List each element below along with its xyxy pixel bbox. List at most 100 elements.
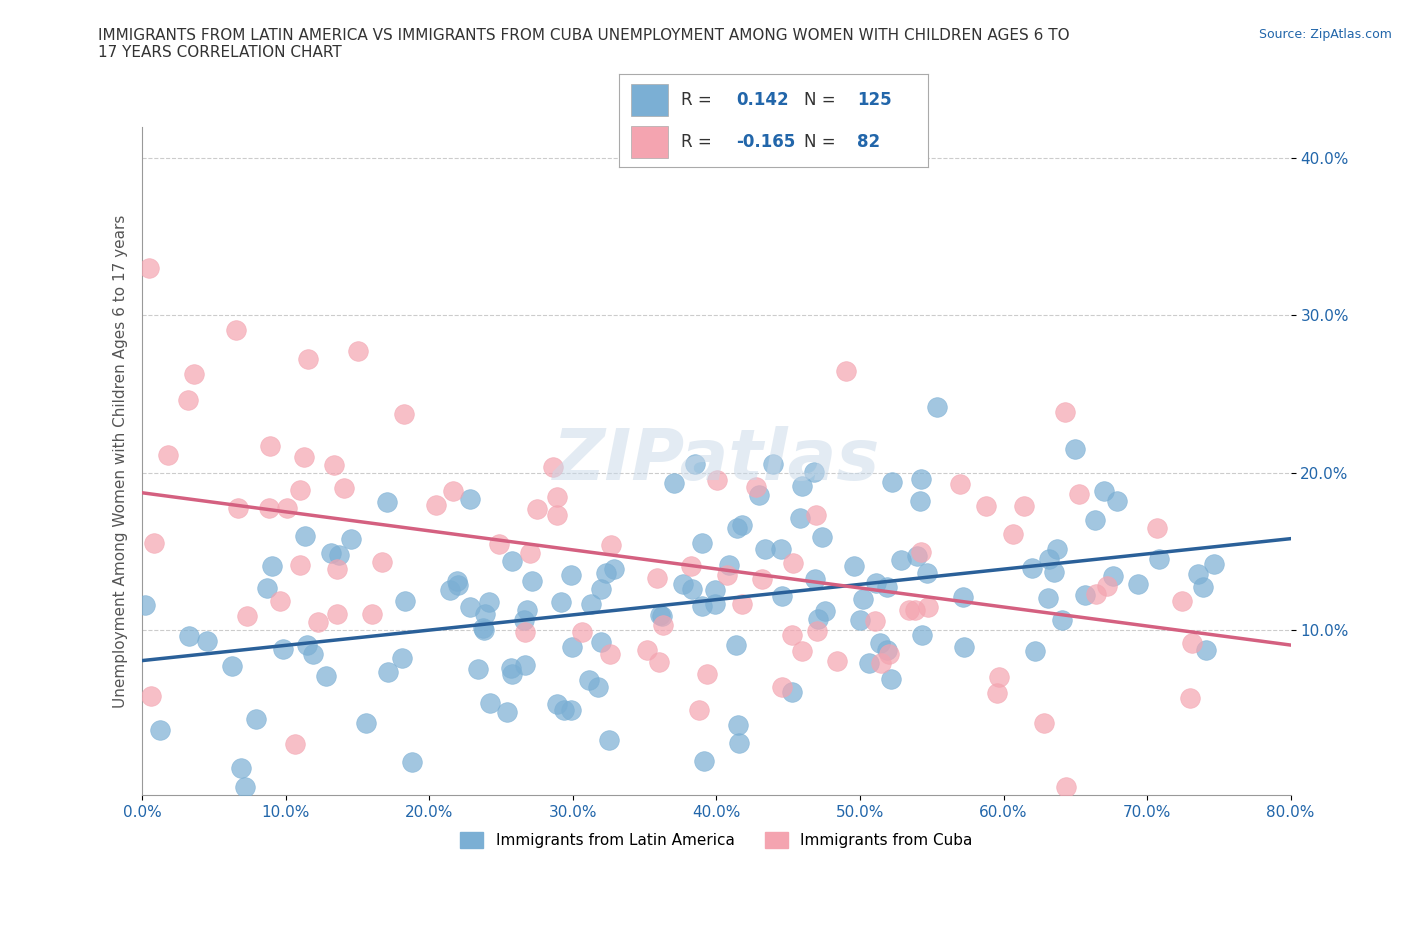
- Point: [149, 723, 172, 737]
- Text: ZIPatlas: ZIPatlas: [553, 427, 880, 496]
- Point: [1095, 578, 1118, 593]
- Point: [515, 658, 537, 673]
- Point: [361, 607, 384, 622]
- Point: [806, 624, 828, 639]
- Point: [1187, 566, 1209, 581]
- Point: [478, 594, 501, 609]
- Point: [375, 494, 398, 509]
- Point: [600, 538, 623, 552]
- Point: [561, 640, 583, 655]
- Point: [754, 542, 776, 557]
- Bar: [631, 84, 668, 116]
- Y-axis label: Unemployment Among Women with Children Ages 6 to 17 years: Unemployment Among Women with Children A…: [114, 214, 128, 708]
- Text: R =: R =: [681, 133, 717, 152]
- Point: [520, 574, 543, 589]
- Point: [789, 511, 811, 525]
- Point: [869, 636, 891, 651]
- Point: [863, 613, 886, 628]
- Point: [256, 580, 278, 595]
- Point: [550, 594, 572, 609]
- Point: [770, 680, 793, 695]
- Point: [1084, 512, 1107, 527]
- Point: [295, 638, 318, 653]
- Text: R =: R =: [681, 90, 717, 109]
- Point: [690, 536, 713, 551]
- Point: [1046, 541, 1069, 556]
- Point: [1038, 551, 1060, 566]
- Point: [546, 697, 568, 711]
- Point: [810, 530, 832, 545]
- Point: [603, 561, 626, 576]
- Point: [1033, 715, 1056, 730]
- Point: [648, 655, 671, 670]
- Point: [543, 459, 565, 474]
- Point: [143, 536, 166, 551]
- Point: [762, 457, 785, 472]
- Point: [259, 500, 281, 515]
- Point: [651, 608, 673, 623]
- Point: [806, 612, 828, 627]
- Point: [231, 761, 253, 776]
- Point: [814, 604, 837, 618]
- Point: [496, 705, 519, 720]
- Point: [235, 609, 257, 624]
- Point: [501, 667, 523, 682]
- Point: [488, 537, 510, 551]
- Point: [1102, 568, 1125, 583]
- Point: [233, 780, 256, 795]
- Point: [259, 439, 281, 454]
- Point: [745, 480, 768, 495]
- Point: [1147, 552, 1170, 567]
- Point: [703, 582, 725, 597]
- Point: [571, 625, 593, 640]
- Point: [910, 545, 932, 560]
- Point: [792, 644, 814, 658]
- Point: [780, 628, 803, 643]
- Point: [354, 716, 377, 731]
- Point: [328, 548, 350, 563]
- Point: [1054, 780, 1077, 795]
- Text: N =: N =: [804, 133, 841, 152]
- Point: [560, 703, 582, 718]
- Point: [599, 646, 621, 661]
- Point: [139, 688, 162, 703]
- Point: [294, 529, 316, 544]
- Point: [179, 629, 201, 644]
- Text: Source: ZipAtlas.com: Source: ZipAtlas.com: [1258, 28, 1392, 41]
- Point: [441, 484, 464, 498]
- Point: [1038, 591, 1060, 605]
- Point: [870, 656, 893, 671]
- Point: [804, 572, 827, 587]
- Point: [347, 344, 370, 359]
- Point: [321, 546, 343, 561]
- Point: [987, 669, 1010, 684]
- Point: [276, 501, 298, 516]
- Point: [478, 695, 501, 710]
- Point: [911, 628, 934, 643]
- Point: [952, 590, 974, 604]
- Point: [297, 352, 319, 366]
- Point: [696, 667, 718, 682]
- Point: [425, 498, 447, 512]
- Point: [467, 662, 489, 677]
- Point: [598, 733, 620, 748]
- Point: [501, 660, 523, 675]
- Point: [581, 596, 603, 611]
- Point: [1195, 643, 1218, 658]
- Point: [917, 599, 939, 614]
- Text: 82: 82: [856, 133, 880, 152]
- Point: [271, 642, 294, 657]
- Point: [333, 481, 356, 496]
- Point: [526, 502, 548, 517]
- Point: [472, 623, 495, 638]
- Point: [1192, 579, 1215, 594]
- Point: [392, 407, 415, 422]
- Point: [648, 608, 671, 623]
- Point: [718, 557, 741, 572]
- Point: [288, 558, 311, 573]
- Point: [195, 633, 218, 648]
- Point: [460, 600, 482, 615]
- Point: [1171, 593, 1194, 608]
- Point: [706, 472, 728, 487]
- Point: [553, 703, 575, 718]
